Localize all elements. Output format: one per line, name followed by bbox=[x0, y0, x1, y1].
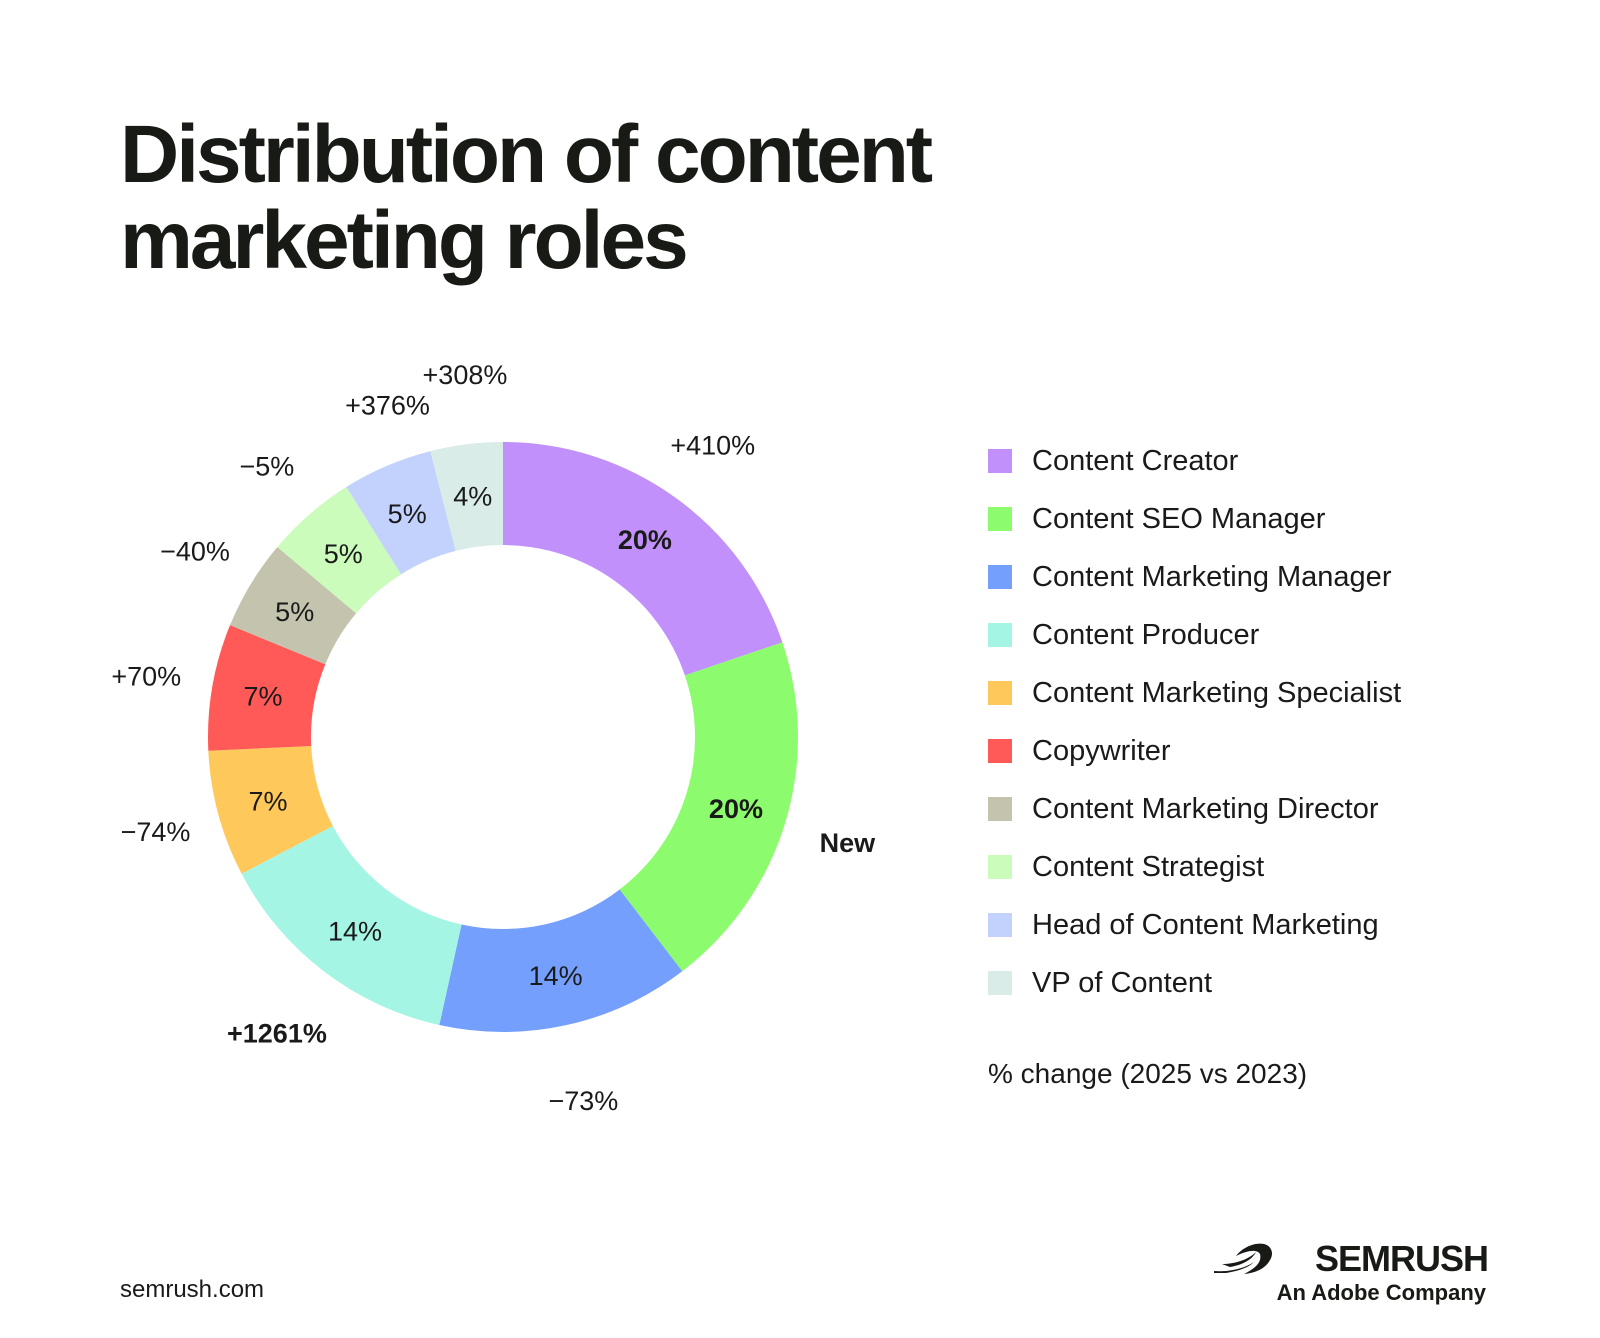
footer-url: semrush.com bbox=[120, 1276, 265, 1303]
donut-slice-10 bbox=[430, 442, 503, 551]
semrush-fireball-icon bbox=[1214, 1243, 1272, 1274]
legend-item-10: VP of Content bbox=[988, 954, 1401, 1012]
slice-change-label-5: −74% bbox=[121, 817, 191, 847]
legend-item-3: Content Marketing Manager bbox=[988, 548, 1401, 606]
page-title: Distribution of content marketing roles bbox=[120, 112, 1120, 284]
slice-change-label-9: +376% bbox=[345, 390, 430, 420]
legend-label: Content Marketing Specialist bbox=[1032, 676, 1402, 709]
legend-label: VP of Content bbox=[1032, 966, 1213, 999]
legend-item-5: Content Marketing Specialist bbox=[988, 664, 1401, 722]
legend-swatch bbox=[988, 971, 1012, 995]
legend-swatch bbox=[988, 449, 1012, 473]
slice-value-label-10: 4% bbox=[453, 481, 492, 511]
slice-change-label-2: New bbox=[820, 828, 877, 858]
slice-value-label-2: 20% bbox=[709, 794, 763, 824]
legend-item-8: Content Strategist bbox=[988, 838, 1401, 896]
chart-legend: Content Creator Content SEO Manager Conten… bbox=[988, 432, 1401, 1012]
legend-item-4: Content Producer bbox=[988, 606, 1401, 664]
legend-item-2: Content SEO Manager bbox=[988, 490, 1401, 548]
slice-change-label-4: +1261% bbox=[227, 1018, 327, 1048]
title-line-2: marketing roles bbox=[120, 195, 689, 286]
slice-value-label-6: 7% bbox=[244, 682, 283, 712]
legend-label: Content Producer bbox=[1032, 618, 1260, 651]
donut-slice-3 bbox=[439, 889, 683, 1032]
title-line-1: Distribution of content bbox=[120, 109, 933, 200]
donut-slice-2 bbox=[619, 642, 798, 972]
legend-swatch bbox=[988, 855, 1012, 879]
legend-swatch bbox=[988, 565, 1012, 589]
legend-label: Content Marketing Director bbox=[1032, 792, 1379, 825]
slice-change-label-10: +308% bbox=[423, 360, 508, 390]
legend-item-6: Copywriter bbox=[988, 722, 1401, 780]
brand-name: SEMRUSH bbox=[1314, 1238, 1489, 1279]
legend-label: Content Marketing Manager bbox=[1032, 560, 1392, 593]
slice-change-label-7: −40% bbox=[160, 537, 230, 567]
slice-value-label-8: 5% bbox=[324, 539, 363, 569]
slice-change-label-6: +70% bbox=[111, 661, 181, 691]
donut-slice-8 bbox=[277, 487, 402, 614]
legend-item-7: Content Marketing Director bbox=[988, 780, 1401, 838]
legend-swatch bbox=[988, 623, 1012, 647]
slice-value-label-4: 14% bbox=[328, 916, 382, 946]
donut-slice-7 bbox=[230, 546, 357, 665]
legend-label: Copywriter bbox=[1032, 734, 1171, 767]
slice-value-label-3: 14% bbox=[529, 961, 583, 991]
legend-note: % change (2025 vs 2023) bbox=[988, 1058, 1308, 1089]
legend-swatch bbox=[988, 913, 1012, 937]
donut-slice-1 bbox=[503, 442, 783, 676]
legend-swatch bbox=[988, 739, 1012, 763]
slice-value-label-1: 20% bbox=[618, 525, 672, 555]
slice-value-label-9: 5% bbox=[388, 499, 427, 529]
slice-value-label-5: 7% bbox=[248, 787, 287, 817]
legend-label: Content Creator bbox=[1032, 444, 1239, 477]
legend-label: Head of Content Marketing bbox=[1032, 908, 1379, 941]
donut-slice-9 bbox=[346, 451, 456, 575]
legend-swatch bbox=[988, 797, 1012, 821]
legend-item-9: Head of Content Marketing bbox=[988, 896, 1401, 954]
legend-swatch bbox=[988, 507, 1012, 531]
brand-logo-block: SEMRUSH An Adobe Company bbox=[1212, 1238, 1489, 1314]
donut-slice-4 bbox=[241, 826, 462, 1026]
slice-change-label-1: +410% bbox=[670, 430, 755, 460]
donut-slice-5 bbox=[208, 745, 333, 874]
legend-item-1: Content Creator bbox=[988, 432, 1401, 490]
legend-label: Content Strategist bbox=[1032, 850, 1265, 883]
donut-slice-6 bbox=[208, 625, 326, 751]
brand-tagline: An Adobe Company bbox=[1276, 1280, 1486, 1305]
slice-value-label-7: 5% bbox=[275, 597, 314, 627]
slice-change-label-8: −5% bbox=[239, 451, 294, 481]
legend-swatch bbox=[988, 681, 1012, 705]
legend-label: Content SEO Manager bbox=[1032, 502, 1326, 535]
slice-change-label-3: −73% bbox=[548, 1086, 618, 1116]
